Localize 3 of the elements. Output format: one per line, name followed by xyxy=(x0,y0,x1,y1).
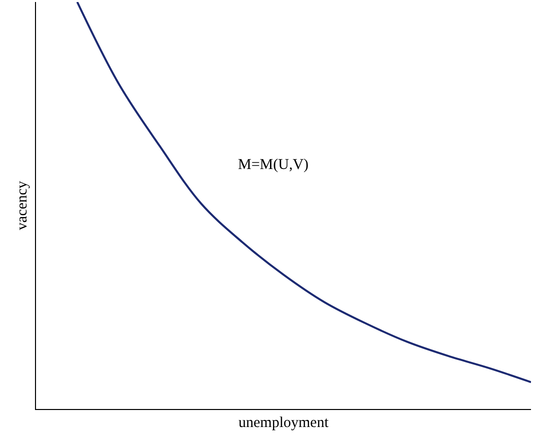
annotation: M=M(U,V) xyxy=(238,157,309,173)
x-axis-title: unemployment xyxy=(238,415,330,431)
y-axis-title: vacency xyxy=(14,180,30,230)
